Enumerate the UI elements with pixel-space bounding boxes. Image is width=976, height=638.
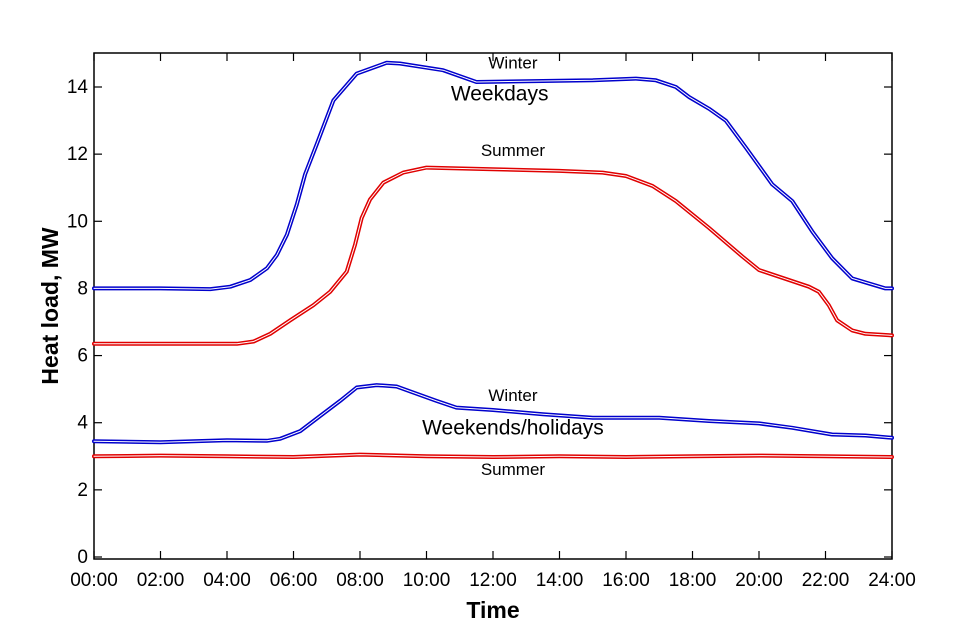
x-tick-label: 14:00 — [536, 570, 584, 591]
x-tick-label: 20:00 — [735, 570, 783, 591]
x-axis-title: Time — [466, 597, 519, 623]
series-line-outer — [92, 165, 894, 346]
series-line-4 — [92, 452, 894, 459]
x-tick-label: 22:00 — [802, 570, 850, 591]
series-line-inner — [93, 167, 893, 345]
annotation-label: Weekdays — [451, 82, 549, 105]
x-tick-label: 08:00 — [336, 570, 384, 591]
plot-frame — [93, 52, 893, 560]
x-tick-label: 18:00 — [669, 570, 717, 591]
x-tick-label: 00:00 — [70, 570, 118, 591]
series-line-inner — [93, 62, 893, 290]
tick-marks — [93, 53, 893, 559]
annotation-label: Summer — [481, 141, 546, 160]
y-tick-label: 6 — [77, 346, 88, 367]
annotation-label: Winter — [488, 54, 537, 73]
y-tick-label: 2 — [77, 480, 88, 501]
x-tick-label: 16:00 — [602, 570, 650, 591]
series-lines — [92, 60, 894, 459]
y-tick-label: 8 — [77, 278, 88, 299]
y-tick-label: 0 — [77, 547, 88, 568]
annotation-label: Weekends/holidays — [422, 416, 604, 439]
x-tick-label: 24:00 — [868, 570, 916, 591]
y-tick-label: 14 — [67, 77, 89, 98]
y-tick-label: 10 — [67, 211, 88, 232]
series-line-2 — [92, 165, 894, 346]
annotation-label: Summer — [481, 460, 546, 479]
series-line-inner — [93, 384, 893, 443]
x-tick-label: 10:00 — [403, 570, 451, 591]
annotation-label: Winter — [488, 386, 537, 405]
y-tick-label: 12 — [67, 144, 88, 165]
series-line-3 — [92, 383, 894, 445]
series-line-1 — [92, 60, 894, 292]
tick-labels: 00:00 02:00 04:00 06:00 08:00 10:00 12:00 14:00… — [67, 77, 916, 591]
y-axis-title: Heat load, MW — [37, 227, 63, 384]
x-tick-label: 04:00 — [203, 570, 251, 591]
series-line-inner — [93, 454, 893, 458]
x-tick-label: 06:00 — [270, 570, 318, 591]
x-tick-label: 12:00 — [469, 570, 517, 591]
x-tick-label: 02:00 — [137, 570, 185, 591]
series-annotations: Winter Weekdays Summer Winter Weekends/holid… — [422, 54, 604, 479]
y-tick-label: 4 — [77, 413, 88, 434]
